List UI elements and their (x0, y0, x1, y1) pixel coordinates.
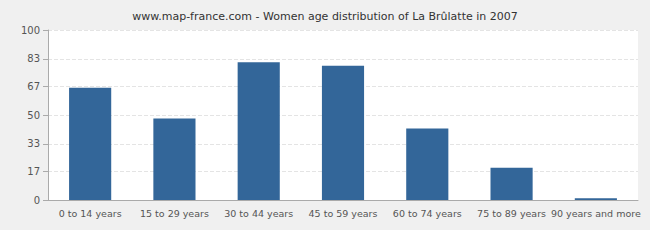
svg-text:30 to 44 years: 30 to 44 years (224, 208, 293, 219)
svg-text:75 to 89 years: 75 to 89 years (477, 208, 546, 219)
svg-text:0 to 14 years: 0 to 14 years (59, 208, 122, 219)
svg-text:15 to 29 years: 15 to 29 years (140, 208, 209, 219)
svg-text:60 to 74 years: 60 to 74 years (393, 208, 462, 219)
svg-text:www.map-france.com - Women age: www.map-france.com - Women age distribut… (132, 10, 518, 23)
svg-text:17: 17 (27, 166, 40, 177)
svg-text:90 years and more: 90 years and more (551, 208, 641, 219)
svg-text:45 to 59 years: 45 to 59 years (309, 208, 378, 219)
svg-text:67: 67 (27, 81, 40, 92)
svg-text:50: 50 (27, 110, 40, 121)
svg-text:83: 83 (27, 53, 40, 64)
svg-text:33: 33 (27, 138, 40, 149)
svg-text:100: 100 (21, 25, 40, 36)
svg-text:0: 0 (34, 195, 40, 206)
